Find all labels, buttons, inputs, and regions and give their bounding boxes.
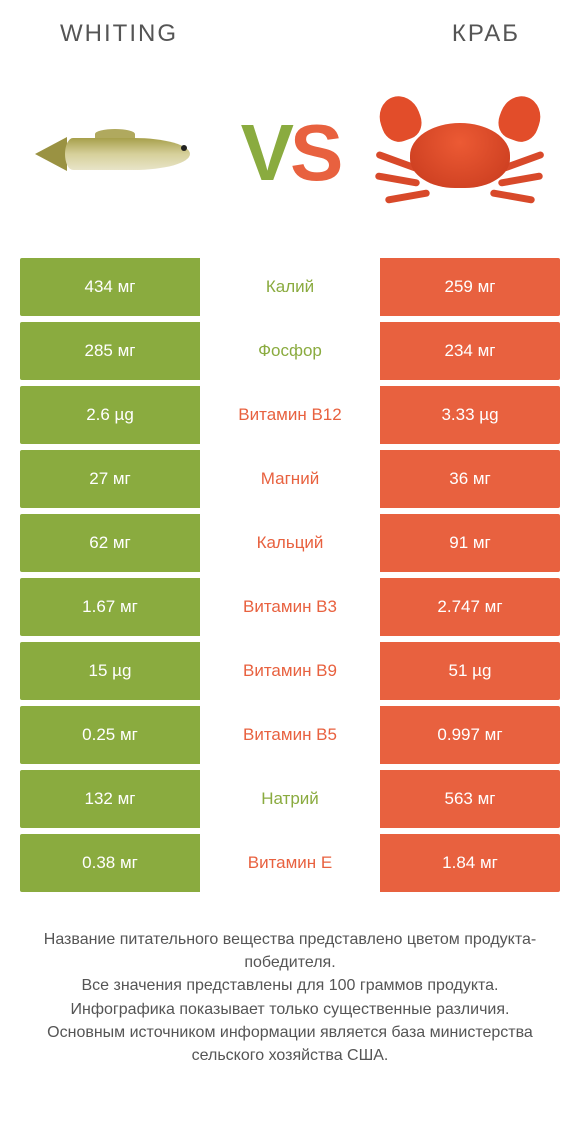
right-value-cell: 91 мг bbox=[380, 514, 560, 572]
vs-label: VS bbox=[241, 107, 340, 199]
nutrient-row: 285 мгФосфор234 мг bbox=[20, 322, 560, 380]
right-value-cell: 0.997 мг bbox=[380, 706, 560, 764]
nutrient-label-cell: Витамин B12 bbox=[200, 386, 380, 444]
left-value-cell: 62 мг bbox=[20, 514, 200, 572]
footer-line: Инфографика показывает только существенн… bbox=[30, 998, 550, 1021]
right-value-cell: 234 мг bbox=[380, 322, 560, 380]
right-value-cell: 563 мг bbox=[380, 770, 560, 828]
fish-illustration bbox=[30, 83, 210, 223]
vs-v: V bbox=[241, 108, 290, 197]
left-value-cell: 1.67 мг bbox=[20, 578, 200, 636]
left-value-cell: 15 µg bbox=[20, 642, 200, 700]
nutrient-row: 0.38 мгВитамин E1.84 мг bbox=[20, 834, 560, 892]
left-product-title: WHITING bbox=[60, 20, 178, 48]
vs-s: S bbox=[290, 108, 339, 197]
left-value-cell: 0.25 мг bbox=[20, 706, 200, 764]
right-value-cell: 3.33 µg bbox=[380, 386, 560, 444]
nutrient-label-cell: Витамин E bbox=[200, 834, 380, 892]
infographic-container: WHITING КРАБ VS bbox=[0, 0, 580, 1067]
nutrient-label-cell: Калий bbox=[200, 258, 380, 316]
hero-row: VS bbox=[0, 58, 580, 258]
left-value-cell: 285 мг bbox=[20, 322, 200, 380]
right-value-cell: 51 µg bbox=[380, 642, 560, 700]
nutrient-label-cell: Витамин B9 bbox=[200, 642, 380, 700]
right-value-cell: 2.747 мг bbox=[380, 578, 560, 636]
right-value-cell: 259 мг bbox=[380, 258, 560, 316]
nutrient-row: 1.67 мгВитамин B32.747 мг bbox=[20, 578, 560, 636]
right-product-title: КРАБ bbox=[452, 20, 520, 48]
right-value-cell: 36 мг bbox=[380, 450, 560, 508]
nutrient-row: 0.25 мгВитамин B50.997 мг bbox=[20, 706, 560, 764]
left-value-cell: 434 мг bbox=[20, 258, 200, 316]
nutrient-label-cell: Витамин B3 bbox=[200, 578, 380, 636]
footer-line: Название питательного вещества представл… bbox=[30, 928, 550, 974]
nutrient-table: 434 мгКалий259 мг 285 мгФосфор234 мг 2.6 µ… bbox=[0, 258, 580, 892]
nutrient-row: 15 µgВитамин B951 µg bbox=[20, 642, 560, 700]
title-row: WHITING КРАБ bbox=[0, 0, 580, 58]
footer-line: Основным источником информации является … bbox=[30, 1021, 550, 1067]
nutrient-label-cell: Фосфор bbox=[200, 322, 380, 380]
nutrient-row: 27 мгМагний36 мг bbox=[20, 450, 560, 508]
nutrient-label-cell: Магний bbox=[200, 450, 380, 508]
footer-notes: Название питательного вещества представл… bbox=[0, 898, 580, 1067]
left-value-cell: 0.38 мг bbox=[20, 834, 200, 892]
crab-illustration bbox=[370, 83, 550, 223]
footer-line: Все значения представлены для 100 граммо… bbox=[30, 974, 550, 997]
nutrient-row: 434 мгКалий259 мг bbox=[20, 258, 560, 316]
nutrient-row: 62 мгКальций91 мг bbox=[20, 514, 560, 572]
left-value-cell: 27 мг bbox=[20, 450, 200, 508]
nutrient-label-cell: Натрий bbox=[200, 770, 380, 828]
left-value-cell: 2.6 µg bbox=[20, 386, 200, 444]
nutrient-row: 2.6 µgВитамин B123.33 µg bbox=[20, 386, 560, 444]
left-value-cell: 132 мг bbox=[20, 770, 200, 828]
nutrient-row: 132 мгНатрий563 мг bbox=[20, 770, 560, 828]
right-value-cell: 1.84 мг bbox=[380, 834, 560, 892]
nutrient-label-cell: Витамин B5 bbox=[200, 706, 380, 764]
nutrient-label-cell: Кальций bbox=[200, 514, 380, 572]
